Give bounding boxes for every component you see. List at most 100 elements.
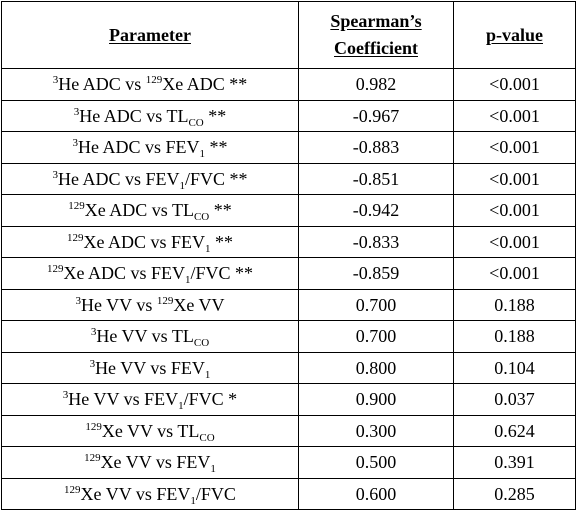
parameter-cell: 3He VV vs 129Xe VV	[1, 288, 299, 321]
p-value-cell: 0.285	[453, 477, 576, 510]
coefficient-cell: -0.942	[298, 194, 454, 227]
parameter-text: Xe VV vs FEV	[80, 483, 191, 504]
parameter-text: He VV vs FEV	[95, 357, 205, 378]
parameter-cell: 3He ADC vs TLCO **	[1, 99, 299, 132]
parameter-text: Xe VV	[173, 294, 225, 315]
parameter-text: /FVC *	[183, 389, 238, 410]
parameter-cell: 3He VV vs TLCO	[1, 320, 299, 353]
parameter-text: Xe ADC **	[162, 74, 248, 95]
p-value-cell: <0.001	[453, 257, 576, 290]
coefficient-cell: 0.300	[298, 414, 454, 447]
coefficient-cell: -0.833	[298, 225, 454, 258]
isotope-superscript: 129	[85, 420, 102, 433]
isotope-superscript: 3	[75, 294, 81, 307]
table-row: 129Xe VV vs FEV1 0.500 0.391	[1, 446, 576, 479]
parameter-cell: 3He ADC vs FEV1/FVC **	[1, 162, 299, 195]
parameter-cell: 3He ADC vs 129Xe ADC **	[1, 68, 299, 101]
isotope-superscript: 3	[73, 105, 80, 118]
p-value-cell: 0.104	[453, 351, 576, 384]
isotope-superscript: 3	[72, 137, 78, 150]
coefficient-cell: 0.900	[298, 383, 454, 416]
table-row: 129Xe ADC vs FEV1/FVC ** -0.859 <0.001	[1, 257, 576, 290]
table-row: 3He ADC vs 129Xe ADC ** 0.982 <0.001	[1, 68, 576, 101]
isotope-superscript: 129	[64, 483, 81, 496]
coefficient-cell: -0.883	[298, 131, 454, 164]
parameter-text: /FVC **	[184, 168, 248, 189]
parameter-subscript: 1	[190, 494, 196, 507]
parameter-text: **	[205, 137, 228, 158]
p-value-cell: 0.624	[453, 414, 576, 447]
parameter-text: Xe ADC vs TL	[84, 200, 194, 221]
p-value-cell: <0.001	[453, 225, 576, 258]
coefficient-cell: 0.600	[298, 477, 454, 510]
parameter-cell: 129Xe ADC vs FEV1/FVC **	[1, 257, 299, 290]
table-row: 3He ADC vs FEV1/FVC ** -0.851 <0.001	[1, 162, 576, 195]
parameter-subscript: 1	[184, 274, 191, 287]
p-value-cell: <0.001	[453, 162, 576, 195]
table-row: 129Xe VV vs TLCO 0.300 0.624	[1, 414, 576, 447]
parameter-text: He VV vs FEV	[68, 389, 179, 410]
p-value-cell: <0.001	[453, 68, 576, 101]
parameter-subscript: CO	[188, 116, 204, 129]
p-value-cell: 0.188	[453, 320, 576, 353]
coefficient-cell: 0.800	[298, 351, 454, 384]
parameter-cell: 129Xe ADC vs TLCO **	[1, 194, 299, 227]
table-row: 3He VV vs FEV1 0.800 0.104	[1, 351, 576, 384]
p-value-cell: <0.001	[453, 131, 576, 164]
parameter-text: He ADC vs FEV	[57, 168, 180, 189]
isotope-superscript: 129	[66, 231, 84, 244]
parameter-text: Xe VV vs TL	[101, 420, 200, 441]
parameter-text: He ADC vs FEV	[77, 137, 200, 158]
coefficient-cell: 0.500	[298, 446, 454, 479]
table-row: 3He VV vs 129Xe VV 0.700 0.188	[1, 288, 576, 321]
parameter-subscript: 1	[199, 148, 206, 161]
parameter-text: He VV vs	[80, 294, 157, 315]
isotope-superscript: 3	[89, 357, 96, 370]
parameter-text: He VV vs TL	[96, 326, 194, 347]
isotope-superscript: 3	[52, 168, 58, 181]
table-row: 3He VV vs FEV1/FVC * 0.900 0.037	[1, 383, 576, 416]
table-row: 129Xe ADC vs FEV1 ** -0.833 <0.001	[1, 225, 576, 258]
parameter-subscript: 1	[210, 463, 216, 476]
table-row: 3He ADC vs TLCO ** -0.967 <0.001	[1, 99, 576, 132]
correlation-table: Parameter Spearman’s Coefficient p-value …	[1, 1, 576, 510]
parameter-cell: 129Xe VV vs FEV1	[1, 446, 299, 479]
parameter-cell: 3He ADC vs FEV1 **	[1, 131, 299, 164]
parameter-subscript: CO	[199, 431, 215, 444]
header-spearman: Spearman’s Coefficient	[298, 1, 454, 69]
table-row: 129Xe ADC vs TLCO ** -0.942 <0.001	[1, 194, 576, 227]
header-parameter: Parameter	[1, 1, 299, 69]
parameter-subscript: 1	[179, 179, 185, 192]
p-value-cell: 0.188	[453, 288, 576, 321]
parameter-subscript: CO	[193, 337, 210, 350]
coefficient-cell: -0.851	[298, 162, 454, 195]
parameter-text: He ADC vs TL	[79, 105, 189, 126]
header-p-value: p-value	[453, 1, 576, 69]
parameter-cell: 129Xe VV vs TLCO	[1, 414, 299, 447]
coefficient-cell: -0.859	[298, 257, 454, 290]
coefficient-cell: 0.700	[298, 288, 454, 321]
p-value-cell: <0.001	[453, 194, 576, 227]
parameter-subscript: 1	[178, 400, 184, 413]
isotope-superscript: 129	[84, 452, 101, 465]
p-value-cell: 0.391	[453, 446, 576, 479]
parameter-text: **	[210, 231, 233, 252]
isotope-superscript: 129	[145, 74, 163, 87]
parameter-text: Xe ADC vs FEV	[83, 231, 205, 252]
p-value-cell: 0.037	[453, 383, 576, 416]
table-row: 3He ADC vs FEV1 ** -0.883 <0.001	[1, 131, 576, 164]
isotope-superscript: 3	[90, 326, 97, 339]
parameter-subscript: CO	[193, 211, 210, 224]
parameter-cell: 129Xe ADC vs FEV1 **	[1, 225, 299, 258]
table-row: 3He VV vs TLCO 0.700 0.188	[1, 320, 576, 353]
parameter-subscript: 1	[205, 242, 211, 255]
parameter-cell: 3He VV vs FEV1/FVC *	[1, 383, 299, 416]
isotope-superscript: 3	[62, 389, 69, 402]
header-row: Parameter Spearman’s Coefficient p-value	[1, 1, 576, 69]
parameter-text: **	[209, 200, 232, 221]
parameter-subscript: 1	[204, 368, 211, 381]
isotope-superscript: 129	[156, 294, 174, 307]
coefficient-cell: 0.700	[298, 320, 454, 353]
parameter-text: /FVC **	[190, 263, 254, 284]
coefficient-cell: 0.982	[298, 68, 454, 101]
